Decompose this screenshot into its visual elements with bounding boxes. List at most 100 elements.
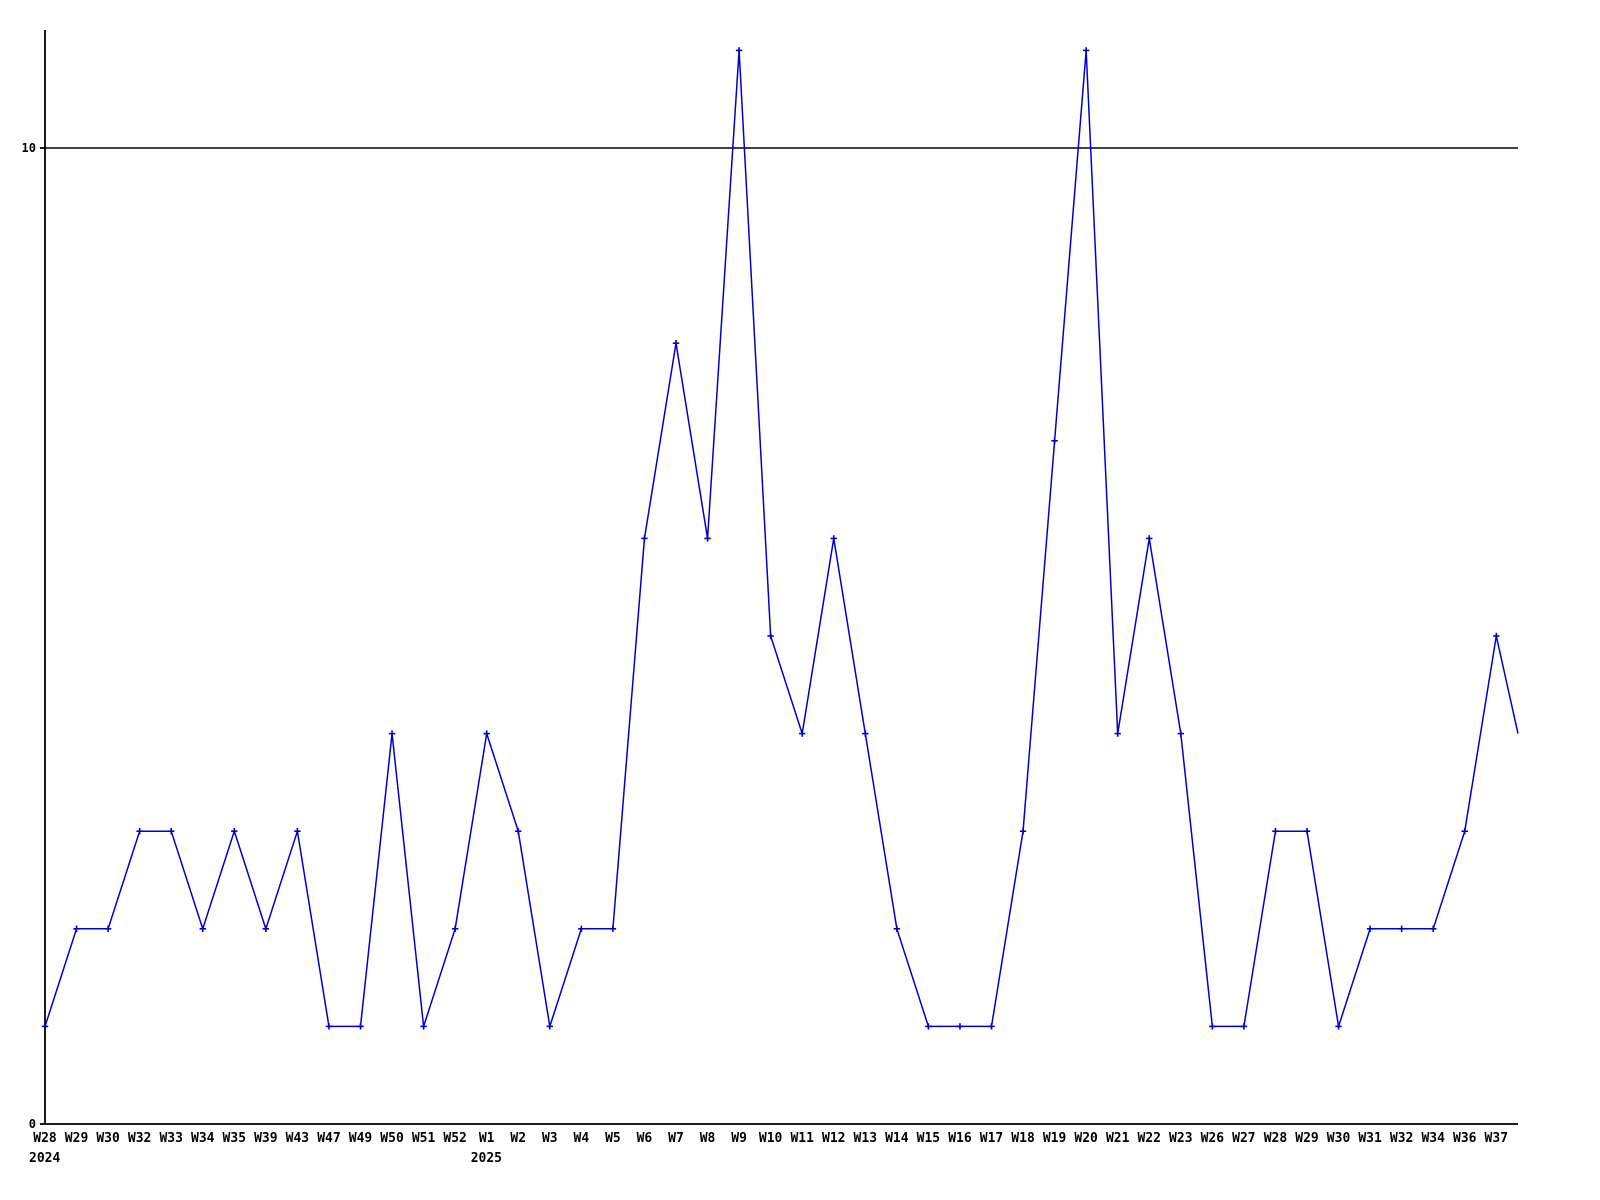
x-tick-label: W34 xyxy=(191,1131,215,1146)
data-point-marker xyxy=(578,925,585,932)
data-point-marker xyxy=(1303,828,1311,835)
data-point-marker xyxy=(451,925,459,932)
data-point-marker xyxy=(168,828,175,835)
x-tick-label: W31 xyxy=(1358,1131,1382,1146)
x-tick-label: W30 xyxy=(1326,1131,1351,1146)
x-tick-label: W47 xyxy=(317,1131,341,1146)
data-point-marker xyxy=(483,730,490,737)
y-tick-label: 10 xyxy=(21,141,36,155)
x-tick-label: W18 xyxy=(1011,1131,1035,1146)
x-tick-label: W1 xyxy=(478,1131,495,1146)
x-tick-label: W36 xyxy=(1453,1131,1477,1146)
series-trailing-segment xyxy=(1495,635,1519,734)
data-point-marker xyxy=(1366,925,1374,932)
y-axis-ticks xyxy=(40,147,45,1125)
x-tick-label: W14 xyxy=(885,1131,909,1146)
x-tick-label: W32 xyxy=(127,1131,152,1146)
x-tick-label: W28 xyxy=(33,1131,57,1146)
data-point-marker xyxy=(262,925,270,932)
x-tick-label: W26 xyxy=(1200,1131,1225,1146)
data-point-marker xyxy=(704,535,711,542)
data-point-marker xyxy=(862,730,869,737)
x-tick-label: W4 xyxy=(573,1131,590,1146)
data-point-marker xyxy=(735,47,743,54)
data-point-marker xyxy=(1082,47,1090,54)
data-point-marker xyxy=(73,925,80,932)
x-tick-label: W7 xyxy=(668,1131,684,1146)
data-point-marker xyxy=(1493,632,1500,640)
x-tick-label: W32 xyxy=(1389,1131,1414,1146)
data-point-marker xyxy=(1051,437,1058,444)
x-tick-label: W35 xyxy=(222,1131,247,1146)
x-tick-label: W29 xyxy=(1295,1131,1319,1146)
data-point-marker xyxy=(515,828,522,835)
data-point-marker xyxy=(546,1023,553,1030)
x-tick-label: W51 xyxy=(411,1131,436,1146)
x-tick-label: W13 xyxy=(853,1131,878,1146)
x-tick-label: W19 xyxy=(1042,1131,1067,1146)
data-point-marker xyxy=(799,730,806,737)
data-point-marker xyxy=(231,828,238,835)
data-point-marker xyxy=(1019,828,1027,835)
data-point-marker xyxy=(767,632,774,640)
data-point-marker xyxy=(609,925,617,932)
data-point-marker xyxy=(388,730,396,737)
data-point-marker xyxy=(1177,730,1184,737)
x-tick-label: W23 xyxy=(1169,1131,1193,1146)
y-tick-label: 0 xyxy=(28,1117,36,1131)
x-tick-label: W21 xyxy=(1105,1131,1130,1146)
x-tick-label: W16 xyxy=(948,1131,972,1146)
data-point-marker xyxy=(925,1023,932,1030)
data-point-marker xyxy=(830,535,837,542)
data-point-marker xyxy=(1240,1023,1248,1030)
x-tick-label: W28 xyxy=(1263,1131,1288,1146)
x-tick-label: W34 xyxy=(1421,1131,1445,1146)
data-point-marker xyxy=(1398,925,1405,932)
data-point-marker xyxy=(199,925,206,932)
data-point-marker xyxy=(136,828,143,835)
data-point-marker xyxy=(1335,1023,1342,1030)
x-tick-label: W27 xyxy=(1232,1131,1256,1146)
x-tick-label: W17 xyxy=(979,1131,1004,1146)
x-tick-label: W22 xyxy=(1137,1131,1161,1146)
x-tick-label: W43 xyxy=(285,1131,310,1146)
data-point-markers xyxy=(41,47,1500,1030)
x-tick-label: W3 xyxy=(541,1131,558,1146)
data-point-marker xyxy=(294,828,301,835)
data-point-marker xyxy=(672,340,680,347)
x-tick-label: W29 xyxy=(64,1131,89,1146)
x-tick-label: W9 xyxy=(731,1131,747,1146)
data-point-marker xyxy=(420,1023,427,1030)
data-point-marker xyxy=(104,925,112,932)
x-tick-label: W12 xyxy=(822,1131,846,1146)
x-tick-label: W30 xyxy=(96,1131,120,1146)
data-point-marker xyxy=(1209,1023,1216,1030)
x-tick-label: W11 xyxy=(790,1131,814,1146)
x-tick-label: W52 xyxy=(443,1131,467,1146)
data-point-marker xyxy=(1430,925,1437,932)
data-point-marker xyxy=(988,1023,995,1030)
data-point-marker xyxy=(641,535,648,542)
data-point-marker xyxy=(41,1023,49,1030)
x-tick-label: W39 xyxy=(254,1131,278,1146)
x-tick-era-label: 2024 xyxy=(29,1151,61,1166)
x-tick-label: W15 xyxy=(916,1131,941,1146)
x-tick-label: W33 xyxy=(159,1131,183,1146)
data-point-marker xyxy=(893,925,901,932)
data-line xyxy=(44,50,1519,1028)
data-point-marker xyxy=(357,1023,364,1030)
x-tick-label: W5 xyxy=(605,1131,621,1146)
x-tick-label: W6 xyxy=(636,1131,653,1146)
data-point-marker xyxy=(956,1023,964,1030)
x-tick-era-label: 2025 xyxy=(470,1151,502,1166)
data-point-marker xyxy=(325,1023,333,1030)
x-tick-label: W50 xyxy=(380,1131,404,1146)
x-tick-label: W10 xyxy=(758,1131,783,1146)
data-point-marker xyxy=(1461,828,1468,835)
x-tick-label: W49 xyxy=(348,1131,373,1146)
x-tick-label: W8 xyxy=(699,1131,716,1146)
x-tick-label: W37 xyxy=(1484,1131,1509,1146)
series-polyline xyxy=(44,50,1498,1028)
